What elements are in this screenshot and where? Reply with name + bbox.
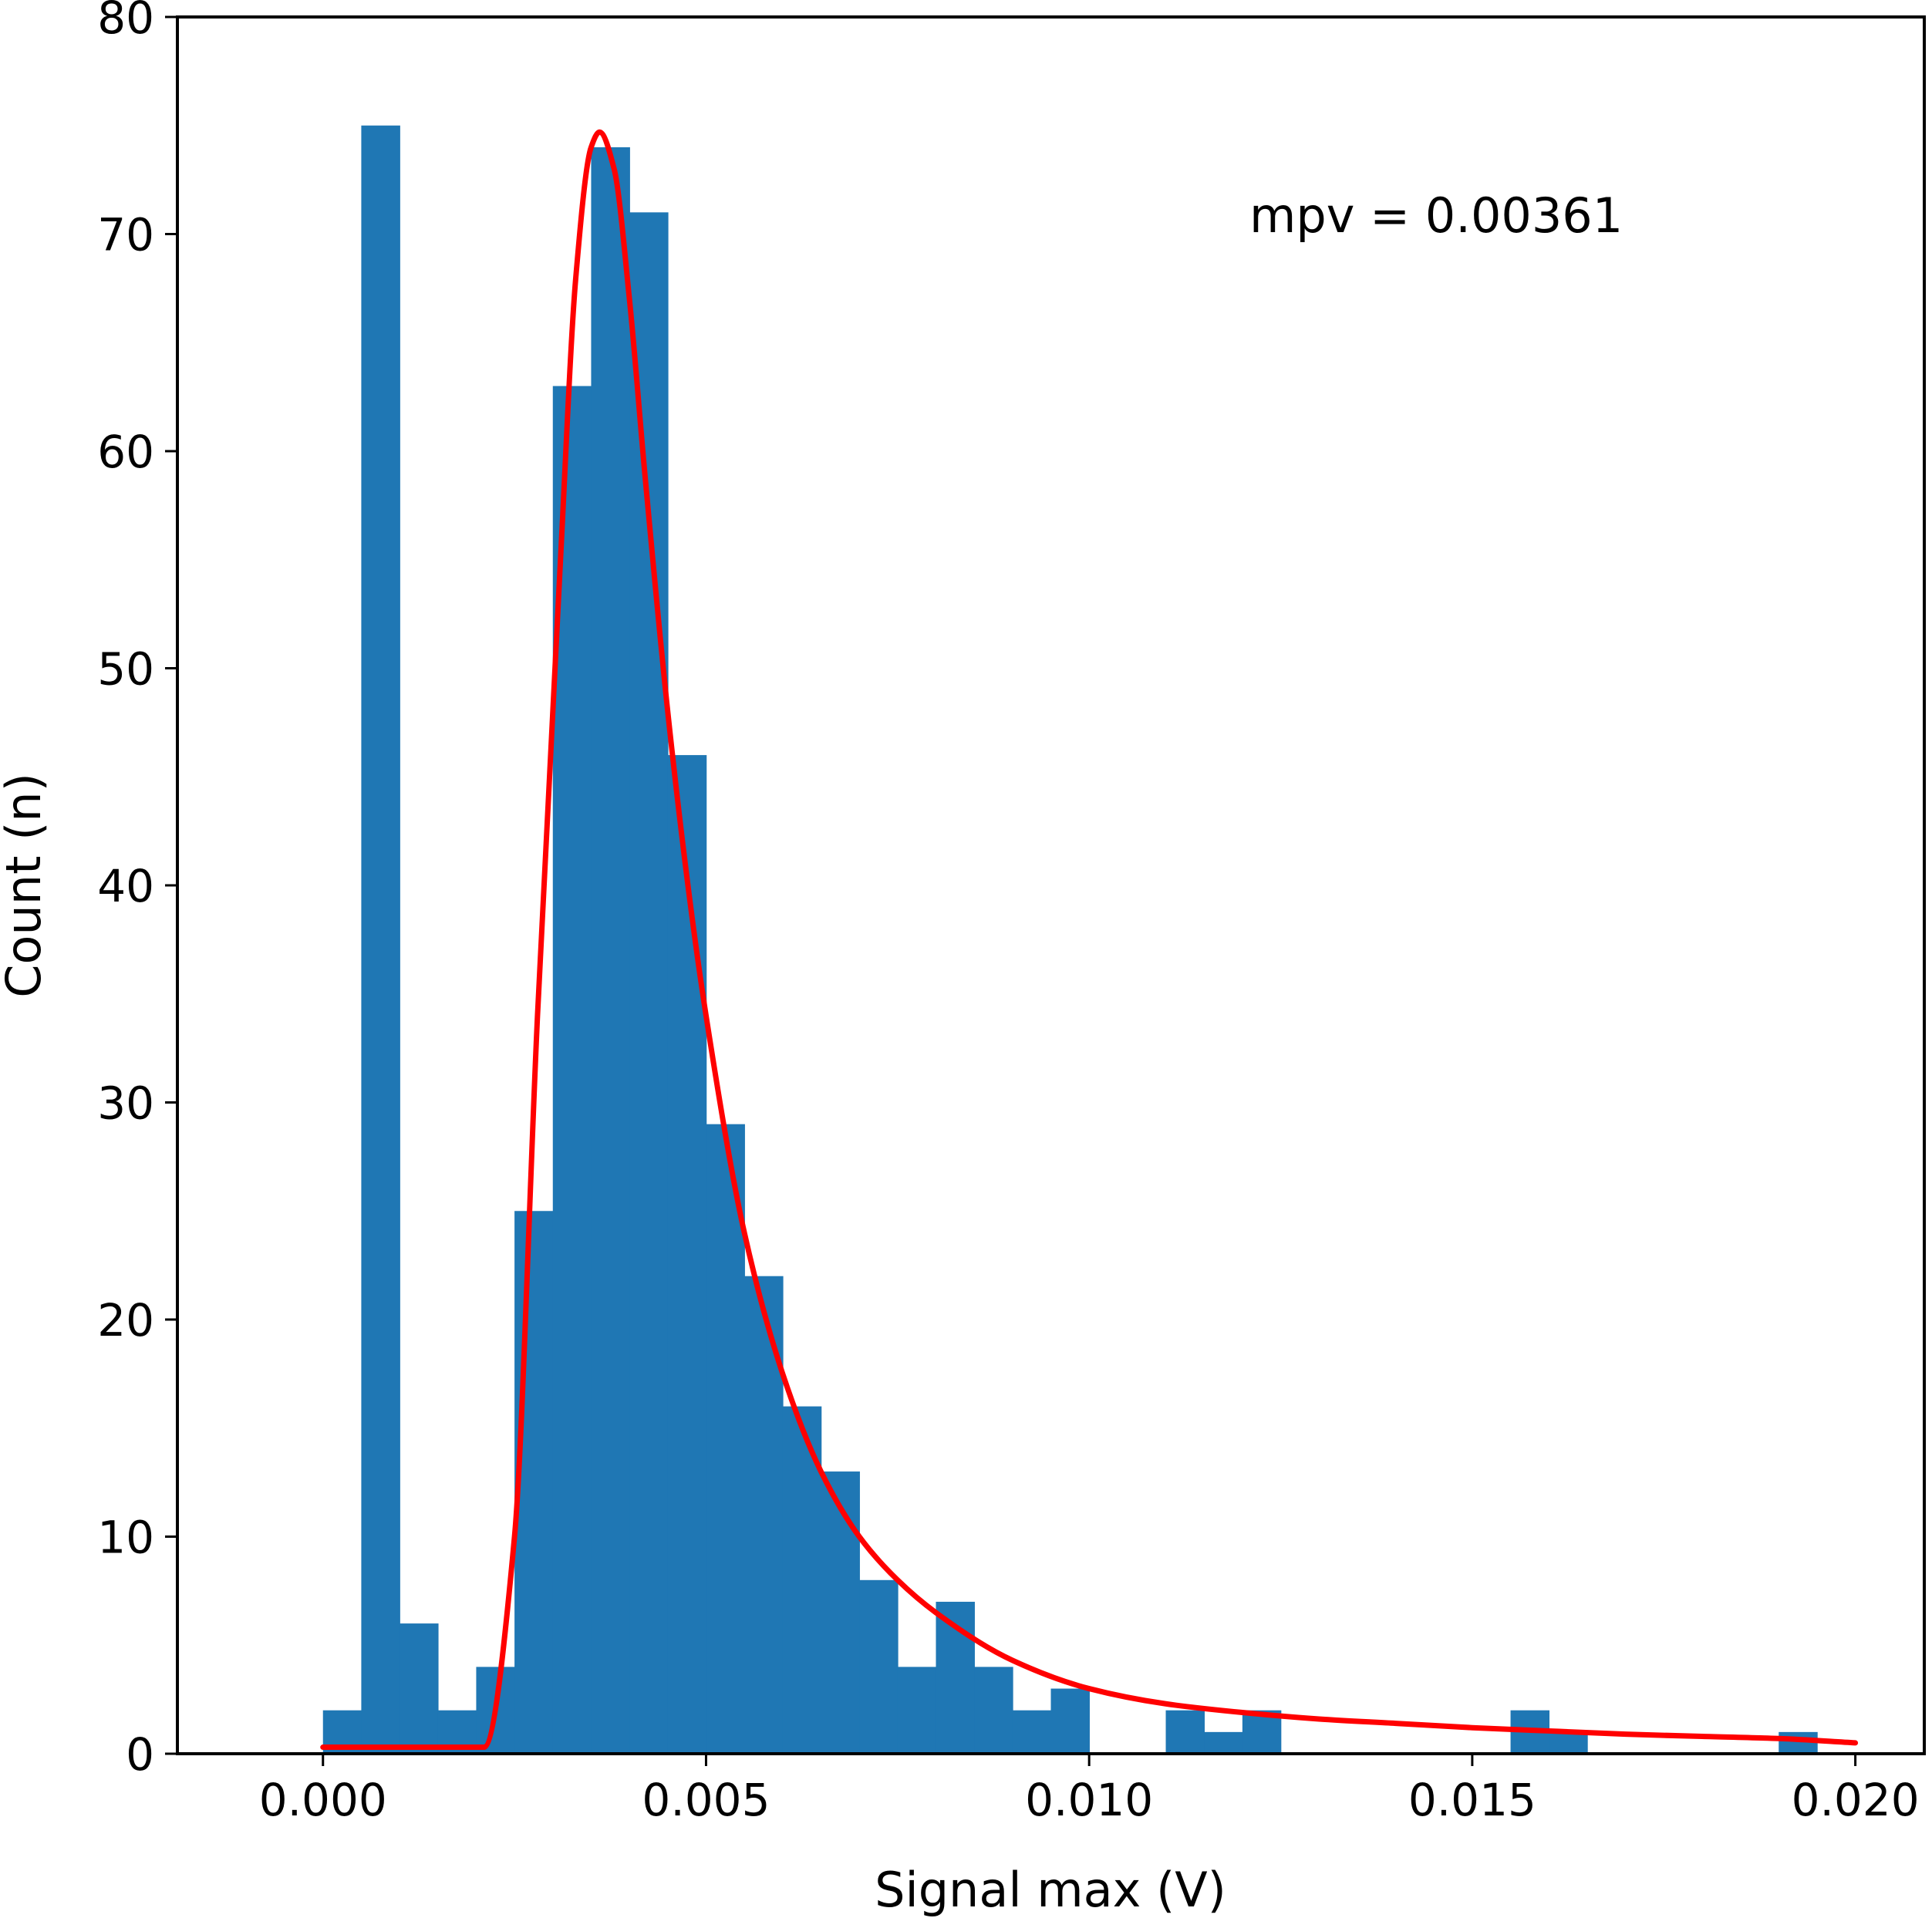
histogram-bar — [400, 1623, 439, 1754]
histogram-bar — [667, 755, 707, 1754]
histogram-bar — [361, 125, 400, 1754]
histogram-bars — [322, 125, 1818, 1755]
histogram-bar — [1204, 1731, 1243, 1754]
histogram-bar — [1050, 1688, 1090, 1754]
y-tick-label: 40 — [97, 860, 154, 912]
histogram-bar — [591, 147, 630, 1755]
x-tick-label: 0.000 — [259, 1774, 387, 1826]
histogram-bar — [706, 1124, 745, 1754]
histogram-bar — [514, 1211, 554, 1754]
y-tick-label: 70 — [97, 209, 154, 261]
y-tick-label: 20 — [97, 1294, 154, 1347]
y-axis-ticks: 0 10 20 30 40 50 60 70 80 — [97, 0, 177, 1781]
histogram-bar — [859, 1579, 899, 1754]
histogram-bar — [897, 1667, 937, 1754]
plot-frame — [176, 15, 1926, 1755]
y-tick-label: 10 — [97, 1512, 154, 1564]
y-tick-label: 50 — [97, 643, 154, 696]
histogram-bar — [1549, 1731, 1588, 1754]
histogram-bar — [1165, 1710, 1205, 1754]
x-tick-label: 0.015 — [1408, 1774, 1536, 1826]
histogram-bar — [821, 1471, 860, 1754]
x-axis-label: Signal max (V) — [875, 1862, 1226, 1918]
x-tick-label: 0.020 — [1792, 1774, 1920, 1826]
histogram-bar — [629, 212, 669, 1755]
x-tick-label: 0.010 — [1025, 1774, 1153, 1826]
histogram-bar — [974, 1667, 1013, 1754]
y-tick-label: 60 — [97, 426, 154, 478]
histogram-bar — [1012, 1710, 1052, 1754]
y-axis-label: Count (n) — [0, 773, 52, 998]
y-tick-label: 80 — [97, 0, 154, 44]
y-tick-label: 30 — [97, 1077, 154, 1130]
x-axis-ticks: 0.000 0.005 0.010 0.015 0.020 — [259, 1754, 1920, 1826]
mpv-annotation: mpv = 0.00361 — [1249, 187, 1623, 244]
fit-curve — [320, 129, 1859, 1751]
y-tick-label: 0 — [126, 1728, 154, 1781]
fit-curve-layer — [320, 129, 1859, 1751]
x-tick-label: 0.005 — [642, 1774, 770, 1826]
histogram-bar — [744, 1276, 784, 1754]
